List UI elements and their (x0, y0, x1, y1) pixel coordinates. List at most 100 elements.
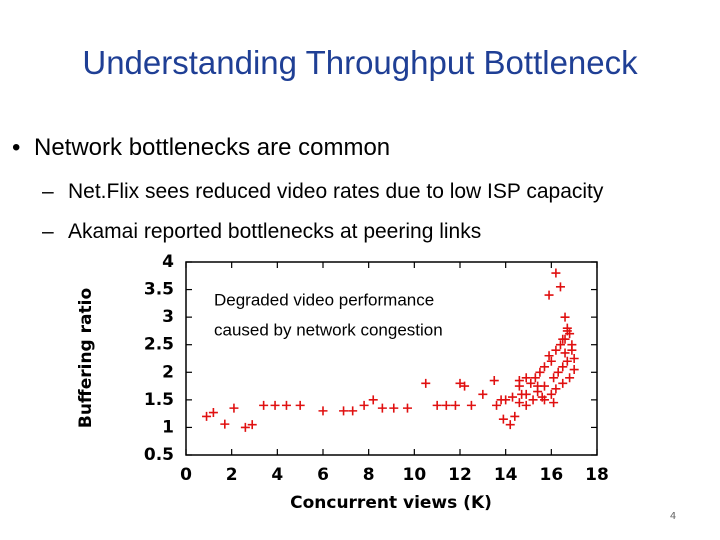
scatter-point (567, 340, 577, 350)
y-axis-label: Buffering ratio (76, 288, 96, 428)
x-tick-label: 10 (402, 465, 426, 485)
scatter-point (558, 378, 568, 388)
scatter-point (208, 408, 218, 418)
x-tick-label: 8 (363, 465, 375, 485)
sub-bullet: – Net.Flix sees reduced video rates due t… (42, 180, 604, 203)
scatter-point (569, 354, 579, 363)
scatter-point (562, 356, 572, 366)
scatter-point (508, 392, 518, 402)
scatter-point (377, 403, 387, 413)
y-tick-label: 2.5 (144, 335, 174, 355)
scatter-point (551, 384, 561, 394)
scatter-point (521, 400, 531, 410)
scatter-point (539, 362, 549, 372)
scatter-point (514, 398, 524, 408)
scatter-point (505, 420, 515, 430)
annotation: caused by network congestion (214, 320, 443, 339)
scatter-point (544, 351, 554, 361)
x-tick-label: 6 (317, 465, 329, 485)
scatter-point (441, 400, 451, 410)
y-tick-label: 3 (162, 307, 174, 327)
scatter-point (389, 403, 399, 413)
scatter-point (549, 373, 559, 383)
y-tick-label: 3.5 (144, 280, 174, 300)
x-tick-label: 14 (494, 465, 518, 485)
y-tick-label: 1 (162, 417, 174, 437)
scatter-point (526, 378, 536, 388)
scatter-point (551, 345, 561, 355)
scatter-point (558, 362, 568, 372)
scatter-point (560, 348, 570, 358)
scatter-point (466, 400, 476, 410)
scatter-point (535, 367, 545, 377)
scatter-point (450, 400, 460, 410)
scatter-point (498, 414, 508, 424)
scatter-point (220, 419, 230, 429)
scatter-point (555, 340, 565, 350)
scatter-point (455, 378, 465, 388)
sub-bullet-text: Net.Flix sees reduced video rates due to… (68, 180, 604, 203)
scatter-point (565, 373, 575, 383)
x-tick-label: 16 (539, 465, 563, 485)
scatter-point (562, 326, 572, 336)
scatter-point (514, 376, 524, 386)
scatter-point (368, 395, 378, 405)
bullet: • Network bottlenecks are common (12, 134, 391, 161)
scatter-point (510, 411, 520, 421)
slide-title: Understanding Throughput Bottleneck (82, 44, 638, 81)
scatter-point (560, 334, 570, 344)
scatter-point (318, 406, 328, 416)
scatter-point (544, 290, 554, 300)
scatter-point (432, 400, 442, 410)
scatter-point (240, 422, 250, 432)
x-tick-label: 18 (585, 465, 609, 485)
scatter-point (281, 400, 291, 410)
scatter-point (496, 395, 506, 405)
scatter-point (555, 282, 565, 292)
page-number: 4 (670, 511, 676, 522)
x-tick-label: 0 (180, 465, 192, 485)
scatter-point (270, 400, 280, 410)
scatter-point (569, 365, 579, 375)
scatter-point (247, 420, 257, 430)
y-tick-label: 4 (162, 252, 174, 272)
scatter-point (521, 373, 531, 383)
scatter-point (549, 398, 559, 408)
x-tick-label: 4 (271, 465, 283, 485)
scatter-point (530, 373, 540, 383)
scatter-point (521, 389, 531, 399)
sub-bullet: – Akamai reported bottlenecks at peering … (42, 220, 482, 243)
scatter-point (551, 268, 561, 278)
x-tick-label: 2 (226, 465, 238, 485)
scatter-point (546, 356, 556, 366)
scatter-point (295, 400, 305, 410)
scatter-point (533, 381, 543, 391)
scatter-point (460, 381, 470, 391)
scatter-point (421, 378, 431, 388)
scatter-point (478, 389, 488, 399)
x-axis-label: Concurrent views (K) (290, 493, 492, 513)
scatter-point (202, 411, 212, 421)
scatter-point (359, 400, 369, 410)
y-tick-label: 2 (162, 362, 174, 382)
scatter-point (528, 395, 538, 405)
scatter-point (339, 406, 349, 416)
x-tick-label: 12 (448, 465, 472, 485)
scatter-point (560, 312, 570, 322)
scatter-point (489, 376, 499, 386)
scatter-point (492, 400, 502, 410)
scatter-point (348, 406, 358, 416)
scatter-point (402, 403, 412, 413)
scatter-point (546, 389, 556, 399)
scatter-point (539, 395, 549, 405)
scatter-point (259, 400, 269, 410)
y-tick-label: 1.5 (144, 390, 174, 410)
bullet-text: Network bottlenecks are common (34, 134, 391, 161)
y-tick-label: 0.5 (144, 445, 174, 465)
sub-bullet-text: Akamai reported bottlenecks at peering l… (68, 220, 482, 243)
annotation: Degraded video performance (214, 290, 434, 309)
plot-frame (185, 261, 598, 456)
scatter-point (553, 367, 563, 377)
